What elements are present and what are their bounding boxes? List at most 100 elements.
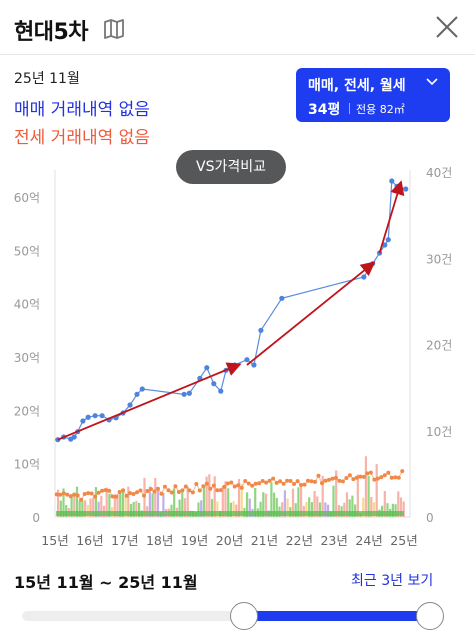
jeonse-price-point bbox=[145, 489, 150, 494]
trend-arrow bbox=[246, 261, 376, 366]
volume-bar bbox=[370, 496, 373, 517]
volume-bar bbox=[127, 486, 130, 517]
jeonse-price-point bbox=[365, 471, 370, 476]
volume-bar bbox=[321, 475, 324, 517]
jeonse-price-point bbox=[400, 469, 405, 474]
jeonse-price-point bbox=[201, 484, 206, 489]
volume-bar bbox=[310, 502, 313, 517]
jeonse-price-point bbox=[194, 481, 199, 486]
volume-bar bbox=[148, 486, 151, 517]
volume-bar bbox=[186, 486, 189, 517]
volume-bar bbox=[305, 502, 308, 517]
volume-bar bbox=[248, 498, 251, 517]
vs-compare-button[interactable]: VS가격비교 bbox=[176, 150, 286, 184]
sale-price-point bbox=[385, 237, 391, 243]
volume-bar bbox=[119, 492, 122, 517]
jeonse-price-point bbox=[222, 484, 227, 489]
sale-price-point bbox=[139, 386, 145, 392]
volume-bar bbox=[354, 504, 357, 517]
jeonse-price-point bbox=[278, 479, 283, 484]
volume-bar bbox=[386, 503, 389, 517]
jeonse-price-point bbox=[232, 484, 237, 489]
volume-bar bbox=[262, 492, 265, 517]
x-tick-label: 23년 bbox=[320, 533, 347, 548]
jeonse-price-point bbox=[121, 488, 126, 493]
jeonse-price-point bbox=[75, 493, 80, 498]
volume-bar bbox=[213, 476, 216, 517]
range-end-handle[interactable] bbox=[416, 602, 444, 630]
volume-bar bbox=[178, 499, 181, 517]
volume-bar bbox=[364, 456, 367, 517]
jeonse-price-point bbox=[309, 479, 314, 484]
volume-bar bbox=[221, 486, 224, 517]
trade-types-label: 매매, 전세, 월세 bbox=[308, 78, 406, 94]
jeonse-price-point bbox=[173, 484, 178, 489]
jeonse-price-point bbox=[82, 492, 87, 497]
y2-tick-label: 0 bbox=[426, 511, 434, 525]
jeonse-price-point bbox=[72, 492, 77, 497]
close-icon[interactable] bbox=[434, 14, 460, 40]
jeonse-price-point bbox=[86, 491, 91, 496]
trade-type-selector[interactable]: 매매, 전세, 월세 34평 전용 82㎡ bbox=[296, 68, 450, 122]
jeonse-price-point bbox=[197, 488, 202, 493]
jeonse-price-point bbox=[288, 478, 293, 483]
volume-bar bbox=[291, 488, 295, 517]
jeonse-price-point bbox=[183, 484, 188, 489]
jeonse-price-point bbox=[337, 478, 342, 483]
volume-bar bbox=[105, 487, 108, 517]
x-tick-label: 18년 bbox=[146, 533, 173, 548]
jeonse-price-point bbox=[281, 481, 286, 486]
volume-bar bbox=[73, 492, 76, 517]
volume-bar bbox=[84, 500, 87, 517]
sale-price-point bbox=[251, 362, 257, 368]
volume-bar bbox=[70, 494, 73, 517]
sale-price-point bbox=[244, 357, 250, 363]
x-tick-label: 19년 bbox=[181, 533, 208, 548]
jeonse-price-point bbox=[382, 473, 387, 478]
volume-bar bbox=[402, 501, 405, 517]
sale-price-point bbox=[382, 242, 388, 248]
volume-bar bbox=[294, 503, 297, 517]
volume-bar bbox=[283, 490, 286, 517]
sale-price-point bbox=[85, 414, 91, 420]
volume-bar bbox=[362, 497, 365, 517]
jeonse-price-point bbox=[218, 488, 223, 493]
jeonse-price-point bbox=[257, 481, 262, 486]
recent-3-years-link[interactable]: 최근 3년 보기 bbox=[351, 573, 434, 589]
sale-price-point bbox=[279, 295, 285, 301]
volume-bar bbox=[281, 502, 284, 517]
jeonse-price-point bbox=[271, 476, 276, 481]
separator bbox=[349, 103, 350, 114]
volume-bar bbox=[129, 503, 133, 517]
volume-bar bbox=[75, 486, 79, 517]
volume-bar bbox=[151, 493, 154, 517]
jeonse-price-point bbox=[135, 490, 140, 495]
jeonse-price-point bbox=[79, 497, 84, 502]
volume-bar bbox=[183, 498, 187, 517]
volume-bar bbox=[116, 494, 119, 517]
jeonse-price-point bbox=[152, 489, 157, 494]
jeonse-price-point bbox=[372, 477, 377, 482]
volume-bar bbox=[383, 490, 386, 517]
range-start-handle[interactable] bbox=[230, 602, 258, 630]
sale-price-point bbox=[134, 391, 140, 397]
x-tick-label: 25년 bbox=[390, 533, 417, 548]
size-label: 34평 bbox=[308, 102, 341, 118]
jeonse-price-point bbox=[190, 490, 195, 495]
sale-price-point bbox=[204, 365, 210, 371]
volume-bar bbox=[210, 499, 214, 517]
volume-bar bbox=[62, 488, 65, 517]
volume-bar bbox=[232, 501, 235, 517]
trend-arrow bbox=[378, 180, 405, 254]
jeonse-price-point bbox=[215, 488, 220, 493]
range-slider-track[interactable] bbox=[22, 611, 434, 621]
map-icon[interactable] bbox=[103, 19, 125, 39]
sale-price-point bbox=[403, 186, 409, 192]
jeonse-price-point bbox=[204, 481, 209, 486]
y2-tick-label: 30건 bbox=[426, 252, 452, 266]
volume-bar bbox=[264, 493, 268, 517]
x-tick-label: 15년 bbox=[41, 533, 68, 548]
volume-bar bbox=[81, 501, 84, 517]
jeonse-price-point bbox=[313, 479, 318, 484]
jeonse-price-point bbox=[103, 488, 108, 493]
